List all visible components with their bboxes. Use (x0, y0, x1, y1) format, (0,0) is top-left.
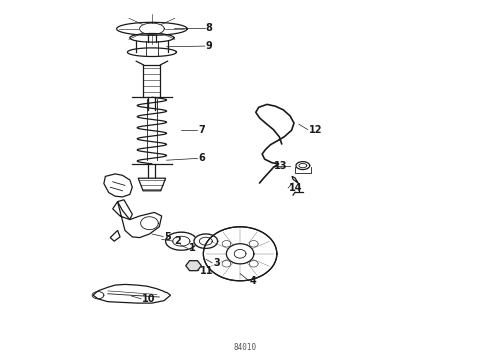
Text: 8: 8 (206, 23, 213, 33)
Polygon shape (194, 234, 218, 248)
Text: 7: 7 (198, 125, 205, 135)
Polygon shape (113, 202, 162, 238)
Polygon shape (166, 232, 197, 250)
Text: 4: 4 (250, 276, 257, 286)
Polygon shape (93, 284, 171, 303)
Text: 2: 2 (174, 236, 181, 246)
Text: 5: 5 (164, 231, 171, 242)
Text: 3: 3 (213, 258, 220, 268)
Text: 11: 11 (200, 266, 214, 276)
Text: 14: 14 (289, 183, 303, 193)
Polygon shape (118, 200, 132, 220)
Text: 12: 12 (309, 125, 322, 135)
Polygon shape (104, 174, 132, 197)
Text: 9: 9 (206, 41, 213, 51)
Polygon shape (138, 178, 166, 191)
Polygon shape (110, 230, 120, 241)
Polygon shape (203, 227, 277, 281)
Text: 6: 6 (198, 153, 205, 163)
Text: 84010: 84010 (233, 343, 257, 352)
Text: 10: 10 (142, 294, 156, 304)
Polygon shape (186, 261, 201, 271)
Text: 13: 13 (274, 161, 288, 171)
Text: 1: 1 (189, 243, 196, 253)
